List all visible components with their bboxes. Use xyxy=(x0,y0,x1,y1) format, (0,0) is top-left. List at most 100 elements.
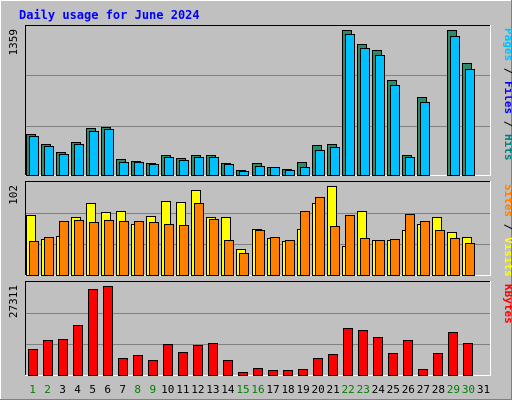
panel-top-series-label-part: Hits xyxy=(502,134,512,161)
bar-top-files-day-24 xyxy=(375,55,385,176)
bar-mid-sites-day-23 xyxy=(360,238,370,276)
bar-bot-kbytes-day-14 xyxy=(223,360,233,376)
bar-bot-kbytes-day-1 xyxy=(28,349,38,376)
bar-top-files-day-22 xyxy=(345,34,355,176)
bar-bot-kbytes-day-12 xyxy=(193,345,203,376)
bar-mid-sites-day-25 xyxy=(390,239,400,276)
bar-top-files-day-11 xyxy=(179,160,189,176)
bar-bot-kbytes-day-2 xyxy=(43,340,53,376)
bar-top-files-day-1 xyxy=(29,136,39,176)
panel-bot-ymax-label: 27311 xyxy=(7,285,20,318)
panel-mid-series-label-part: Sites xyxy=(502,184,512,217)
bar-mid-sites-day-4 xyxy=(74,220,84,276)
bar-top-files-day-10 xyxy=(164,157,174,176)
bar-top-files-day-25 xyxy=(390,85,400,176)
bar-top-files-day-27 xyxy=(420,102,430,176)
day-label-20: 20 xyxy=(312,383,325,396)
day-label-23: 23 xyxy=(357,383,370,396)
day-label-24: 24 xyxy=(372,383,386,396)
bar-bot-kbytes-day-30 xyxy=(463,343,473,376)
day-label-31: 31 xyxy=(477,383,490,396)
bar-top-files-day-20 xyxy=(315,150,325,176)
bar-mid-sites-day-28 xyxy=(435,230,445,276)
bar-bot-kbytes-day-25 xyxy=(388,353,398,376)
bar-mid-sites-day-2 xyxy=(44,237,54,276)
bar-mid-sites-day-14 xyxy=(224,240,234,276)
bar-bot-kbytes-day-15 xyxy=(238,372,248,376)
day-label-28: 28 xyxy=(432,383,445,396)
bar-mid-sites-day-13 xyxy=(209,219,219,276)
bar-mid-sites-day-26 xyxy=(405,214,415,276)
bar-mid-sites-day-8 xyxy=(134,221,144,276)
day-label-25: 25 xyxy=(387,383,400,396)
day-label-27: 27 xyxy=(417,383,430,396)
panel-bot-series-label-part: KBytes xyxy=(502,284,512,324)
bar-top-files-day-6 xyxy=(104,129,114,176)
panel-bot-background xyxy=(25,281,491,376)
bar-bot-kbytes-day-19 xyxy=(298,369,308,376)
bar-mid-sites-day-6 xyxy=(104,220,114,276)
day-label-30: 30 xyxy=(462,383,475,396)
bar-top-files-day-8 xyxy=(134,162,144,176)
bar-top-files-day-5 xyxy=(89,131,99,176)
bar-bot-kbytes-day-9 xyxy=(148,360,158,376)
panel-top-series-label-part: / xyxy=(502,114,512,134)
chart-title: Daily usage for June 2024 xyxy=(19,8,200,22)
day-label-5: 5 xyxy=(89,383,96,396)
bar-top-files-day-2 xyxy=(44,146,54,176)
bar-bot-kbytes-day-20 xyxy=(313,358,323,376)
bar-bot-kbytes-day-17 xyxy=(268,370,278,376)
panel-mid-series-label-part: / xyxy=(502,217,512,237)
day-label-13: 13 xyxy=(206,383,219,396)
bar-top-files-day-3 xyxy=(59,154,69,176)
bar-bot-kbytes-day-10 xyxy=(163,344,173,376)
bar-bot-kbytes-day-26 xyxy=(403,340,413,376)
plot-area: 1359 Pages / Files / Hits 102 Sites / Visit… xyxy=(7,25,512,396)
bar-mid-sites-day-30 xyxy=(465,243,475,276)
bar-bot-kbytes-day-21 xyxy=(328,354,338,376)
panel-top-series-label: Pages / Files / Hits xyxy=(502,28,512,161)
bar-bot-kbytes-day-8 xyxy=(133,355,143,376)
bar-mid-sites-day-10 xyxy=(164,224,174,276)
bar-bot-kbytes-day-28 xyxy=(433,353,443,376)
bar-top-files-day-18 xyxy=(285,170,295,176)
bar-top-files-day-15 xyxy=(239,171,249,176)
day-label-16: 16 xyxy=(251,383,264,396)
bar-mid-sites-day-15 xyxy=(239,253,249,276)
bar-mid-sites-day-19 xyxy=(300,211,310,276)
bar-mid-sites-day-12 xyxy=(194,203,204,276)
bar-bot-kbytes-day-11 xyxy=(178,352,188,376)
day-label-10: 10 xyxy=(161,383,174,396)
bar-mid-sites-day-21 xyxy=(330,226,340,276)
bar-bot-kbytes-day-5 xyxy=(88,289,98,376)
panel-top-series-label-part: Files xyxy=(502,81,512,114)
day-label-29: 29 xyxy=(447,383,460,396)
panel-mid-ymax-label: 102 xyxy=(7,185,20,205)
day-label-19: 19 xyxy=(296,383,309,396)
bar-mid-sites-day-9 xyxy=(149,222,159,276)
bar-mid-sites-day-7 xyxy=(119,221,129,276)
panel-bot-series-label: KBytes xyxy=(502,284,512,324)
panel-top-ymax-label: 1359 xyxy=(7,29,20,56)
panel-top-series-label-part: Pages xyxy=(502,28,512,61)
bar-mid-sites-day-29 xyxy=(450,238,460,276)
day-label-4: 4 xyxy=(74,383,81,396)
bar-top-files-day-16 xyxy=(255,166,265,176)
bar-mid-sites-day-27 xyxy=(420,221,430,276)
bar-mid-sites-day-1 xyxy=(29,241,39,276)
day-label-14: 14 xyxy=(221,383,235,396)
bar-bot-kbytes-day-13 xyxy=(208,343,218,376)
panel-top-series-label-part: / xyxy=(502,61,512,81)
bar-bot-kbytes-day-7 xyxy=(118,358,128,376)
bar-top-files-day-23 xyxy=(360,48,370,176)
bar-top-files-day-17 xyxy=(270,167,280,176)
bar-mid-sites-day-22 xyxy=(345,215,355,276)
bar-bot-kbytes-day-24 xyxy=(373,337,383,376)
bar-top-files-day-21 xyxy=(330,147,340,176)
day-label-6: 6 xyxy=(104,383,111,396)
day-label-15: 15 xyxy=(236,383,249,396)
bar-bot-kbytes-day-6 xyxy=(103,286,113,376)
panel-mid-series-label: Sites / Visits xyxy=(502,184,512,277)
panel-mid-series-label-part: Visits xyxy=(502,237,512,277)
